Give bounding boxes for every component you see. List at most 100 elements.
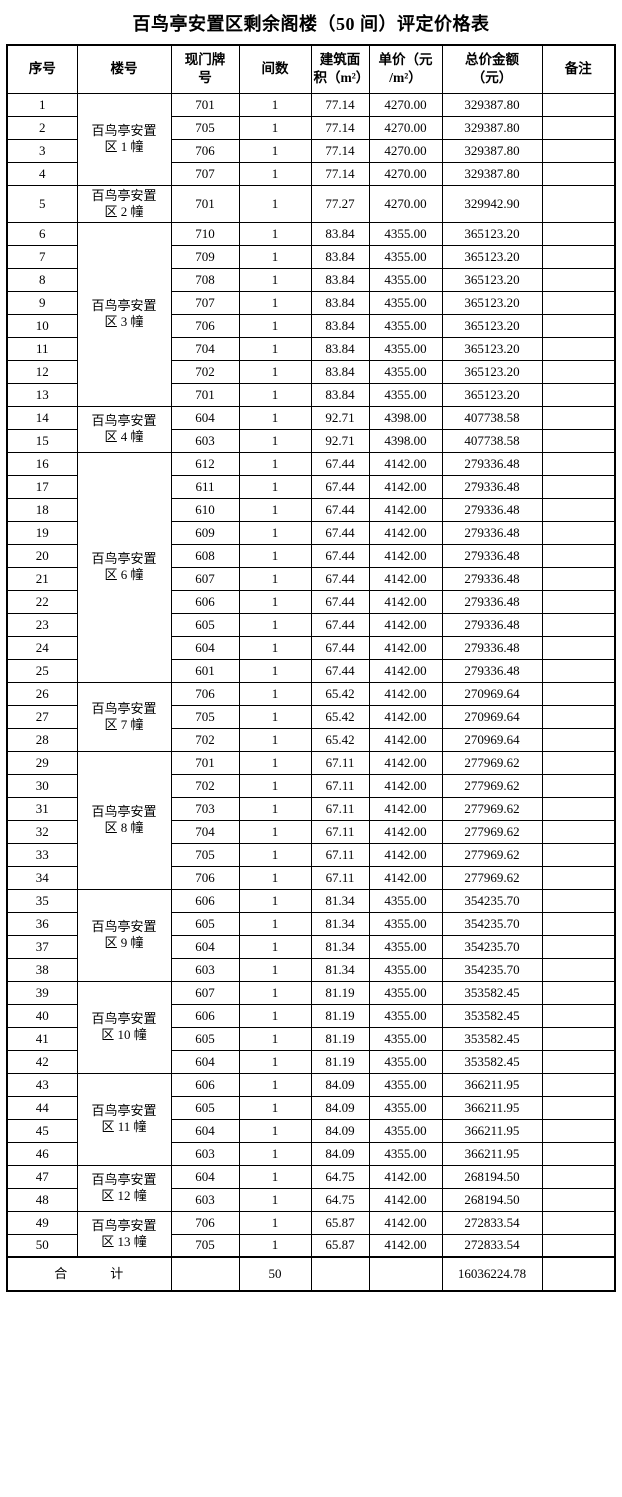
cell-note xyxy=(541,428,616,453)
cell-total-price: 270969.64 xyxy=(441,704,543,729)
table-row: 33 705 1 67.11 4142.00 277969.62 xyxy=(6,842,616,867)
cell-building-name: 百鸟亭安置 区 11 幢 xyxy=(76,1072,172,1166)
cell-door-number: 701 xyxy=(170,92,240,117)
col-header-note: 备注 xyxy=(541,44,616,94)
cell-serial-number: 48 xyxy=(6,1187,78,1212)
table-row: 6 百鸟亭安置 区 3 幢 710 1 83.84 4355.00 365123.20 xyxy=(6,221,616,407)
cell-note xyxy=(541,819,616,844)
cell-note xyxy=(541,92,616,117)
cell-door-number: 701 xyxy=(170,382,240,407)
cell-total-price: 279336.48 xyxy=(441,543,543,568)
table-row: 46 603 1 84.09 4355.00 366211.95 xyxy=(6,1141,616,1166)
cell-total-price: 366211.95 xyxy=(441,1072,543,1097)
cell-room-count: 1 xyxy=(238,750,312,775)
cell-floor-area: 65.87 xyxy=(310,1233,370,1258)
cell-floor-area: 67.44 xyxy=(310,612,370,637)
cell-total-price: 329387.80 xyxy=(441,92,543,117)
header-row: 序号 楼号 现门牌 号 间数 建筑面 积（m²） 单价（元 /m²） 总价金额 … xyxy=(6,44,616,94)
cell-door-number: 706 xyxy=(170,313,240,338)
cell-floor-area: 67.44 xyxy=(310,635,370,660)
cell-room-count: 1 xyxy=(238,635,312,660)
table-row: 12 702 1 83.84 4355.00 365123.20 xyxy=(6,359,616,384)
cell-floor-area: 92.71 xyxy=(310,405,370,430)
cell-note xyxy=(541,1072,616,1097)
cell-note xyxy=(541,359,616,384)
cell-floor-area: 64.75 xyxy=(310,1187,370,1212)
cell-floor-area: 67.11 xyxy=(310,773,370,798)
table-row: 49 百鸟亭安置 区 13 幢 706 1 65.87 4142.00 272833.54 xyxy=(6,1210,616,1258)
table-row: 1 百鸟亭安置 区 1 幢 701 1 77.14 4270.00 329387.80 xyxy=(6,92,616,186)
cell-door-number: 603 xyxy=(170,1187,240,1212)
cell-serial-number: 43 xyxy=(6,1072,78,1097)
table-row: 38 603 1 81.34 4355.00 354235.70 xyxy=(6,957,616,982)
cell-note xyxy=(541,566,616,591)
cell-floor-area: 81.19 xyxy=(310,1026,370,1051)
cell-serial-number: 37 xyxy=(6,934,78,959)
cell-total-price: 270969.64 xyxy=(441,681,543,706)
cell-floor-area: 83.84 xyxy=(310,382,370,407)
cell-serial-number: 50 xyxy=(6,1233,78,1258)
cell-total-price: 353582.45 xyxy=(441,1026,543,1051)
cell-note xyxy=(541,635,616,660)
cell-unit-price: 4142.00 xyxy=(368,474,443,499)
cell-serial-number: 19 xyxy=(6,520,78,545)
cell-total-price: 366211.95 xyxy=(441,1095,543,1120)
cell-room-count: 1 xyxy=(238,359,312,384)
cell-note xyxy=(541,980,616,1005)
cell-room-count: 1 xyxy=(238,1210,312,1235)
cell-total-price: 277969.62 xyxy=(441,865,543,890)
cell-room-count: 1 xyxy=(238,1233,312,1258)
cell-room-count: 1 xyxy=(238,313,312,338)
table-row: 50 705 1 65.87 4142.00 272833.54 xyxy=(6,1233,616,1258)
cell-total-price: 272833.54 xyxy=(441,1210,543,1235)
cell-floor-area: 67.44 xyxy=(310,589,370,614)
cell-door-number: 703 xyxy=(170,796,240,821)
cell-floor-area xyxy=(310,1256,370,1292)
cell-door-number: 609 xyxy=(170,520,240,545)
cell-door-number: 706 xyxy=(170,865,240,890)
cell-door-number: 706 xyxy=(170,1210,240,1235)
cell-door-number: 704 xyxy=(170,336,240,361)
cell-total-price: 279336.48 xyxy=(441,635,543,660)
cell-total-price: 279336.48 xyxy=(441,451,543,476)
table-row: 47 百鸟亭安置 区 12 幢 604 1 64.75 4142.00 268194.50 xyxy=(6,1164,616,1212)
cell-total-price: 279336.48 xyxy=(441,474,543,499)
cell-door-number: 608 xyxy=(170,543,240,568)
cell-unit-price: 4355.00 xyxy=(368,1026,443,1051)
cell-note xyxy=(541,115,616,140)
cell-unit-price: 4355.00 xyxy=(368,1118,443,1143)
cell-note xyxy=(541,244,616,269)
table-row: 7 709 1 83.84 4355.00 365123.20 xyxy=(6,244,616,269)
cell-floor-area: 83.84 xyxy=(310,244,370,269)
cell-door-number: 707 xyxy=(170,161,240,186)
cell-door-number: 606 xyxy=(170,589,240,614)
cell-note xyxy=(541,1187,616,1212)
cell-total-price: 279336.48 xyxy=(441,497,543,522)
cell-total-price: 268194.50 xyxy=(441,1187,543,1212)
cell-serial-number: 22 xyxy=(6,589,78,614)
cell-serial-number: 1 xyxy=(6,92,78,117)
cell-total-price: 277969.62 xyxy=(441,819,543,844)
cell-total-price: 354235.70 xyxy=(441,888,543,913)
cell-total-price: 365123.20 xyxy=(441,382,543,407)
total-amount: 16036224.78 xyxy=(441,1256,543,1292)
cell-serial-number: 7 xyxy=(6,244,78,269)
table-row: 5 百鸟亭安置 区 2 幢 701 1 77.27 4270.00 329942.90 xyxy=(6,184,616,223)
cell-unit-price: 4355.00 xyxy=(368,221,443,246)
cell-total-price: 277969.62 xyxy=(441,796,543,821)
cell-room-count: 1 xyxy=(238,1072,312,1097)
cell-unit-price: 4355.00 xyxy=(368,911,443,936)
cell-room-count: 1 xyxy=(238,1003,312,1028)
cell-serial-number: 15 xyxy=(6,428,78,453)
cell-floor-area: 67.11 xyxy=(310,750,370,775)
cell-door-number: 705 xyxy=(170,1233,240,1258)
cell-building-name: 百鸟亭安置 区 13 幢 xyxy=(76,1210,172,1258)
cell-door-number: 603 xyxy=(170,1141,240,1166)
cell-unit-price: 4355.00 xyxy=(368,336,443,361)
table-row: 40 606 1 81.19 4355.00 353582.45 xyxy=(6,1003,616,1028)
cell-note xyxy=(541,290,616,315)
cell-unit-price: 4142.00 xyxy=(368,1210,443,1235)
cell-serial-number: 49 xyxy=(6,1210,78,1235)
cell-door-number: 606 xyxy=(170,888,240,913)
table-row: 8 708 1 83.84 4355.00 365123.20 xyxy=(6,267,616,292)
